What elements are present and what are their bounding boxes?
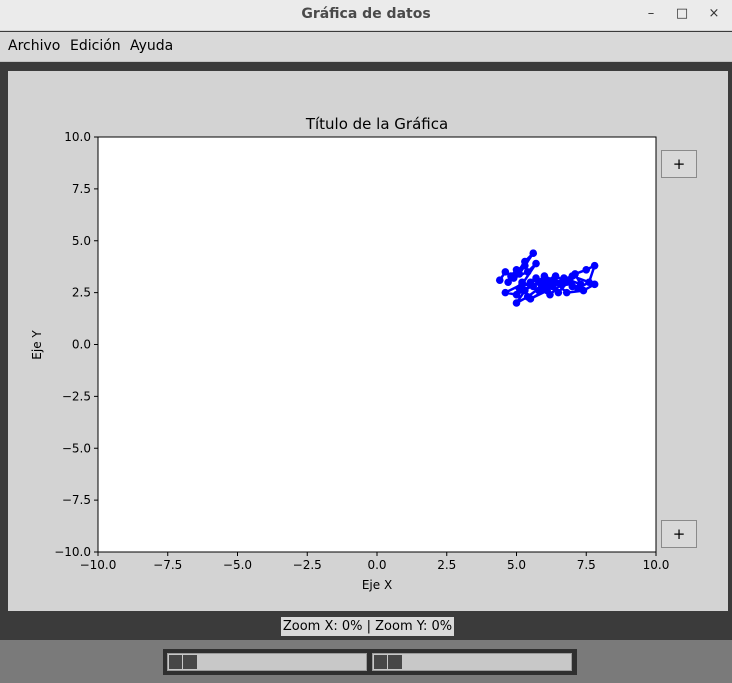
bottom-panel [0,640,732,683]
data-point [551,278,560,287]
y-tick-label: −10.0 [54,545,91,559]
data-point [590,280,599,289]
zoom-x-slider[interactable] [167,653,367,671]
data-point [523,292,532,301]
window-title: Gráfica de datos [301,6,431,22]
y-tick-label: −2.5 [62,389,91,403]
zoom-sliders [163,649,577,675]
x-tick-label: 0.0 [367,558,386,572]
x-tick-label: −10.0 [80,558,117,572]
data-point [523,268,532,276]
y-tick-label: −7.5 [62,493,91,507]
minimize-icon[interactable]: – [647,6,655,21]
data-point [509,274,518,282]
menu-edicion[interactable]: Edición [70,38,121,54]
zoom-y-slider-thumb[interactable] [373,654,403,670]
top-plus-button[interactable]: + [661,150,697,178]
data-point [540,274,549,282]
data-point [521,257,529,266]
x-axis-label: Eje X [362,578,392,592]
plot-area [97,136,657,553]
x-tick-label: −5.0 [223,558,252,572]
data-point [495,276,504,284]
data-point [535,286,543,295]
data-point [526,278,535,287]
maximize-icon[interactable]: □ [675,6,689,21]
x-tick-label: −2.5 [293,558,322,572]
bottom-plus-button[interactable]: + [661,520,697,548]
x-tick-label: 5.0 [507,558,526,572]
zoom-y-slider[interactable] [372,653,572,671]
data-point [579,286,588,295]
y-tick-label: −5.0 [62,441,91,455]
data-point [562,288,571,297]
x-tick-label: 10.0 [643,558,670,572]
x-tick-label: −7.5 [153,558,182,572]
data-point [515,270,524,278]
data-point [568,272,577,280]
chart-title: Título de la Gráfica [305,115,448,133]
title-bar: Gráfica de datos – □ × [0,0,732,31]
data-point [590,261,599,270]
zoom-x-slider-thumb[interactable] [168,654,198,670]
y-axis-label: Eje Y [30,330,44,360]
menu-bar: Archivo Edición Ayuda [0,32,732,62]
y-tick-label: 7.5 [72,182,91,196]
data-point [529,249,538,257]
close-icon[interactable]: × [708,6,720,21]
y-tick-label: 5.0 [72,234,91,248]
menu-ayuda[interactable]: Ayuda [130,38,174,54]
x-tick-label: 2.5 [437,558,456,572]
data-point [582,266,591,274]
data-point [504,278,512,287]
data-point [532,259,540,268]
data-point [518,278,526,287]
data-point [512,299,521,307]
data-point [501,268,510,276]
menu-archivo[interactable]: Archivo [8,38,61,54]
y-tick-label: 10.0 [64,130,91,144]
frame-border [0,63,732,71]
chart: −10.0 −7.5 −5.0 −2.5 0.0 2.5 5.0 7.5 10.0 −10.0 −… [30,115,670,592]
data-point [546,290,554,299]
data-point [501,288,510,297]
zoom-status-label: Zoom X: 0% | Zoom Y: 0% [281,617,454,636]
data-point [515,284,524,293]
data-point [512,290,521,299]
plot-panel: −10.0 −7.5 −5.0 −2.5 0.0 2.5 5.0 7.5 10.0 −10.0 −… [8,71,728,611]
x-tick-label: 7.5 [577,558,596,572]
y-tick-label: 2.5 [72,286,91,300]
y-tick-label: 0.0 [72,338,91,352]
data-point [532,274,540,282]
data-point [554,288,563,297]
